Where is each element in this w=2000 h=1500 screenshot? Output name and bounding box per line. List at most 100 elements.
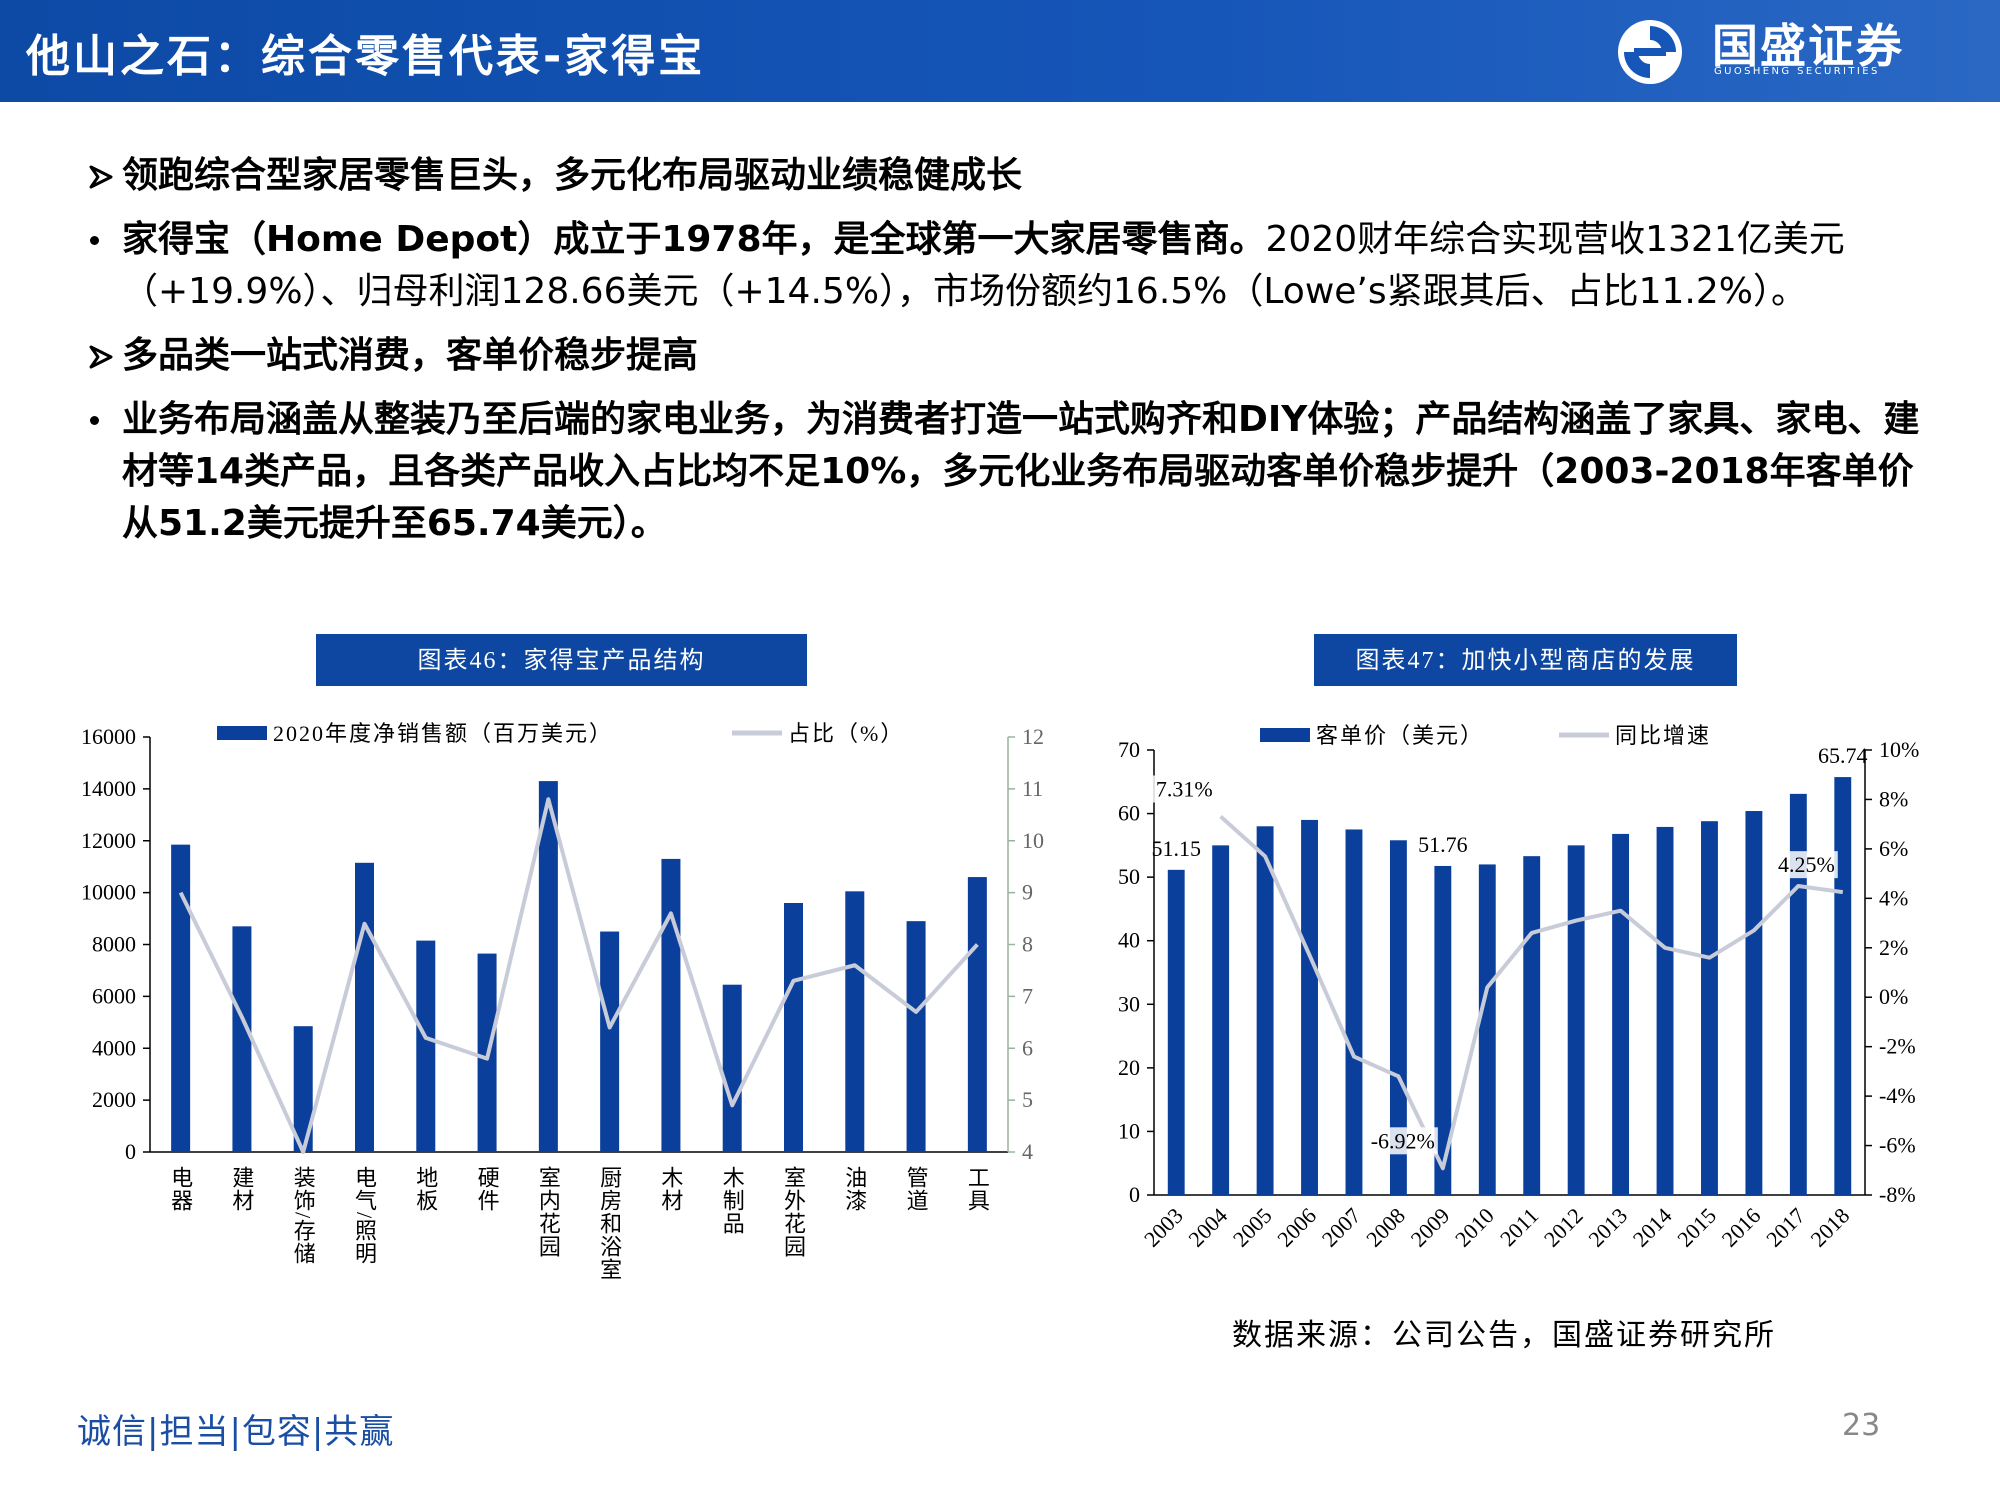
x-tick-label: 2008 (1361, 1203, 1410, 1252)
legend-swatch (217, 726, 267, 740)
x-tick-label: 室外花园 (781, 1166, 806, 1258)
chart-title-box (1314, 634, 1737, 686)
y2-tick-label: 9 (1022, 880, 1033, 905)
bar (1167, 869, 1185, 1195)
x-tick-label: 木材 (658, 1166, 683, 1212)
x-tick-label: 2013 (1583, 1203, 1632, 1252)
x-tick-label: 2016 (1717, 1203, 1766, 1252)
legend-label: 占比（%） (788, 721, 904, 746)
x-tick-label: 2006 (1272, 1203, 1321, 1252)
bullet: 家得宝（Home Depot）成立于1978年，是全球第一大家居零售商。2020… (86, 214, 1922, 318)
y-tick-label: 12000 (81, 828, 136, 853)
x-tick-label: 硬件 (475, 1166, 500, 1212)
y2-tick-label: 2% (1879, 935, 1908, 960)
x-tick-label: 工具 (965, 1166, 990, 1212)
chart-title: 图表46：家得宝产品结构 (418, 647, 706, 674)
y-tick-label: 10000 (81, 880, 136, 905)
legend-label: 客单价（美元） (1316, 723, 1484, 748)
y2-tick-label: 6 (1022, 1035, 1033, 1060)
x-tick-label: 建材 (229, 1166, 254, 1212)
bar (661, 858, 681, 1152)
bar (538, 781, 558, 1152)
y2-tick-label: -8% (1879, 1182, 1916, 1207)
legend-label: 2020年度净销售额（百万美元） (273, 721, 613, 746)
bar (845, 891, 865, 1152)
x-tick-label: 2014 (1628, 1203, 1677, 1252)
x-tick-label: 2017 (1761, 1203, 1810, 1252)
x-tick-label: 2004 (1183, 1203, 1232, 1252)
bar (1523, 856, 1541, 1195)
bar (1434, 865, 1452, 1195)
bar (967, 877, 987, 1152)
x-tick-label: 木制品 (720, 1166, 745, 1235)
bar (1478, 864, 1496, 1195)
bar (722, 984, 742, 1152)
bar (1745, 811, 1763, 1195)
chart-title: 图表47：加快小型商店的发展 (1356, 647, 1696, 674)
y2-tick-label: 12 (1022, 724, 1044, 749)
bar (416, 940, 436, 1152)
x-tick-label: 室内花园 (536, 1166, 561, 1258)
y-tick-label: 30 (1118, 991, 1140, 1016)
bar (355, 862, 374, 1152)
data-label: 51.15 (1151, 836, 1201, 861)
data-label: -6.92% (1371, 1128, 1435, 1153)
arrow-icon (89, 165, 113, 189)
section-heading: 领跑综合型家居零售巨头，多元化布局驱动业绩稳健成长 (86, 150, 1922, 202)
y2-tick-label: 0% (1879, 984, 1908, 1009)
x-tick-label: 地板 (413, 1166, 438, 1212)
bar (906, 921, 926, 1152)
y-tick-label: 40 (1118, 928, 1140, 953)
data-label-bg (1152, 775, 1216, 803)
header-bar: 他山之石：综合零售代表-家得宝 国盛证券 GUOSHENG SECURITIES (0, 0, 2000, 102)
x-tick-label: 2009 (1406, 1203, 1455, 1252)
y2-tick-label: 4% (1879, 885, 1908, 910)
data-label: 4.25% (1778, 852, 1835, 877)
slide-title: 他山之石：综合零售代表-家得宝 (26, 31, 706, 82)
body-text: 领跑综合型家居零售巨头，多元化布局驱动业绩稳健成长 家得宝（Home Depot… (86, 138, 1922, 550)
x-tick-label: 2011 (1495, 1203, 1543, 1251)
y2-tick-label: 4 (1022, 1139, 1033, 1164)
y-tick-label: 4000 (92, 1035, 136, 1060)
bar (1389, 840, 1407, 1195)
legend-swatch (1260, 728, 1310, 742)
x-tick-label: 厨房和浴室 (597, 1166, 622, 1281)
bar (1212, 845, 1230, 1195)
bar (1301, 819, 1318, 1195)
y2-tick-label: -2% (1879, 1034, 1916, 1059)
y-tick-label: 10 (1118, 1118, 1140, 1143)
line (1219, 815, 1844, 1171)
y2-tick-label: 10% (1879, 737, 1919, 762)
chart-title-box (316, 634, 807, 686)
y2-tick-label: -4% (1879, 1083, 1916, 1108)
data-label: 65.74 (1818, 743, 1868, 768)
bar (600, 931, 620, 1152)
x-tick-label: 管道 (904, 1166, 929, 1212)
heading-text: 领跑综合型家居零售巨头，多元化布局驱动业绩稳健成长 (122, 155, 1023, 196)
y-tick-label: 20 (1118, 1055, 1140, 1080)
x-tick-label: 2005 (1228, 1203, 1277, 1252)
x-tick-label: 2012 (1539, 1203, 1588, 1252)
x-tick-label: 油漆 (842, 1166, 867, 1212)
y2-tick-label: 5 (1022, 1087, 1033, 1112)
bar (784, 903, 803, 1152)
x-tick-label: 2015 (1672, 1203, 1721, 1252)
page-number: 23 (1842, 1408, 1881, 1443)
y-tick-label: 16000 (81, 724, 136, 749)
y2-tick-label: 11 (1022, 776, 1043, 801)
logo-subtext: GUOSHENG SECURITIES (1714, 66, 1880, 77)
heading-text: 多品类一站式消费，客单价稳步提高 (122, 335, 699, 376)
bar (1567, 845, 1585, 1195)
bar (1789, 793, 1807, 1195)
y-tick-label: 8000 (92, 932, 136, 957)
source-note: 数据来源：公司公告，国盛证券研究所 (1232, 1319, 1776, 1352)
x-tick-label: 2003 (1139, 1203, 1188, 1252)
bullet-bold: 家得宝（Home Depot）成立于1978年，是全球第一大家居零售商。 (122, 219, 1266, 260)
arrow-icon (89, 345, 113, 369)
y-tick-label: 2000 (92, 1087, 136, 1112)
y2-tick-label: 6% (1879, 836, 1908, 861)
x-tick-label: 电器 (168, 1166, 193, 1212)
data-label-bg (1367, 1127, 1438, 1155)
